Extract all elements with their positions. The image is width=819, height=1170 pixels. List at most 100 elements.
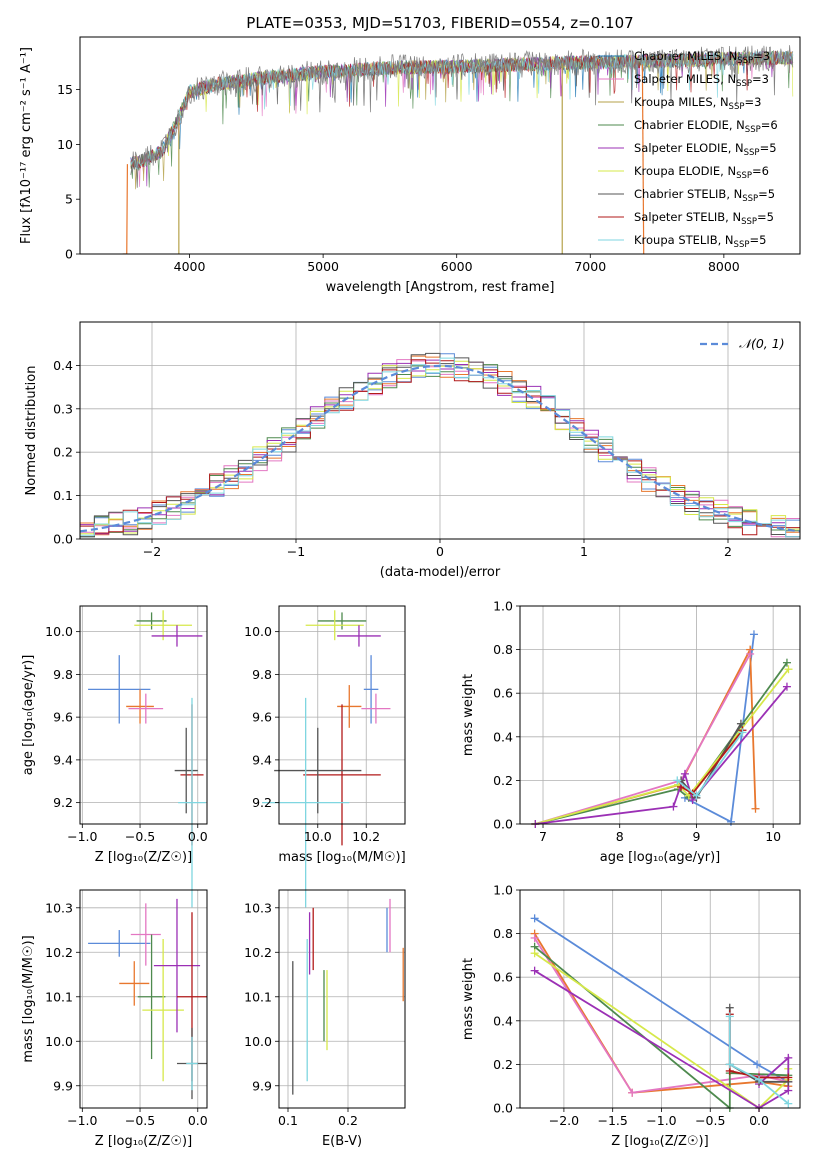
y-tick-label: 10.3 [244,900,272,915]
errorbar [337,625,381,647]
plus-marker [784,1099,793,1108]
plus-marker [782,658,791,667]
errorbar [305,610,364,641]
plus-marker [530,914,539,923]
axes-frame [79,605,208,825]
x-tick-label: 0.0 [749,1113,769,1128]
x-tick-label: 10 [765,829,781,844]
y-tick-label: 0.8 [493,642,513,657]
legend-label: Salpeter ELODIE, NSSP=5 [634,141,777,158]
plus-marker [692,791,701,800]
panel-8: −2.0 −1.5 −1.0 −0.5 0.0 0.0 0.2 0.4 0.6 0.8 1.0 Z [… [461,883,801,1149]
errorbar [151,625,203,647]
y-tick-label: 9.4 [53,752,73,767]
y-axis-label: mass weight [461,674,476,756]
y-tick-label: 10 [57,137,73,152]
y-tick-label: 0.2 [493,773,513,788]
y-tick-label: 10.2 [244,945,272,960]
errorbar [130,903,161,966]
axes: 7 8 9 10 0.0 0.2 0.4 0.6 0.8 1.0 age [log₁₀(age/yr… [461,599,801,865]
y-tick-label: 1.0 [493,599,513,614]
x-tick-label: 7000 [574,259,606,274]
plus-marker [751,804,760,813]
axes: 10.0 10.2 9.2 9.4 9.6 9.8 10.0 mass [log₁₀(M/M☉… [244,605,406,865]
errorbar [337,685,362,728]
model-edge-line [641,64,645,254]
y-tick-label: 9.4 [252,752,272,767]
y-axis-label: Normed distribution [24,366,39,496]
errorbar [361,693,391,724]
errorbar [134,610,192,641]
y-tick-label: 9.9 [53,1078,73,1093]
mass-weight-line [680,723,742,800]
x-tick-label: 8 [616,829,624,844]
errorbar [303,704,381,846]
y-tick-label: 9.8 [252,667,272,682]
plus-marker [725,1012,734,1021]
legend: 𝒩(0, 1) [700,336,785,351]
axes-frame [79,36,801,255]
legend-label: Salpeter STELIB, NSSP=5 [634,210,774,227]
x-tick-label: −0.5 [125,829,155,844]
plot-area [88,610,206,908]
errorbar [178,697,206,908]
model-spectrum-line [130,51,794,170]
mass-weight-line [535,686,788,825]
errorbar [126,689,154,724]
y-tick-label: 10.0 [244,1034,272,1049]
x-axis-label: wavelength [Angstrom, rest frame] [326,280,555,295]
panel-4: 10.0 10.2 9.2 9.4 9.6 9.8 10.0 mass [log₁₀(M/M☉… [244,605,406,908]
x-tick-label: −0.5 [695,1113,725,1128]
x-tick-label: 0.1 [278,1113,298,1128]
plus-marker [669,802,678,811]
x-tick-label: 0.2 [338,1113,358,1128]
y-tick-label: 9.8 [53,667,73,682]
errorbar [363,655,379,724]
y-axis-label: age [log₁₀(age/yr)] [21,655,36,776]
mass-weight-line [535,662,788,825]
y-tick-label: 0.4 [493,1013,513,1028]
x-tick-label: 10.0 [304,829,332,844]
axes-frame [519,605,801,825]
y-tick-label: 9.9 [252,1078,272,1093]
y-tick-label: 9.2 [252,795,272,810]
x-tick-label: 10.2 [352,829,380,844]
y-tick-label: 10.0 [45,1034,73,1049]
x-tick-label: 2 [724,544,732,559]
x-tick-label: 0 [436,544,444,559]
y-tick-label: 10.0 [244,624,272,639]
x-tick-label: −1.0 [67,1113,97,1128]
y-tick-label: 0.8 [493,926,513,941]
plus-marker [746,649,755,658]
x-axis-label: Z [log₁₀(Z/Z☉)] [95,850,192,865]
plus-marker [530,949,539,958]
axes-frame [519,889,801,1109]
errorbar [88,930,151,957]
y-tick-label: 0.4 [53,358,73,373]
plus-marker [738,728,747,737]
x-tick-label: −1.0 [646,1113,676,1128]
x-tick-label: 0.0 [188,829,208,844]
axes: −1.0 −0.5 0.0 9.9 10.0 10.1 10.2 10.3 Z [log₁₀(Z… [21,889,208,1149]
plus-marker [784,1053,793,1062]
legend-label: Chabrier MILES, NSSP=3 [634,49,770,66]
x-axis-label: E(B-V) [322,1134,362,1149]
y-tick-label: 0.3 [53,401,73,416]
mass-weight-line [535,668,790,825]
y-tick-label: 0.6 [493,970,513,985]
axes: −2.0 −1.5 −1.0 −0.5 0.0 0.0 0.2 0.4 0.6 0.8 1.0 Z [… [461,883,801,1149]
legend-label: Kroupa STELIB, NSSP=5 [634,233,766,250]
x-tick-label: −0.5 [125,1113,155,1128]
x-tick-label: 7 [539,829,547,844]
plus-marker [753,1060,762,1069]
plus-marker [530,933,539,942]
x-tick-label: 8000 [708,259,740,274]
data-spectrum-line [130,45,794,175]
residual-histogram [80,357,800,538]
legend-label: 𝒩(0, 1) [739,336,785,351]
plus-marker [749,630,758,639]
plot-area [80,352,800,538]
axes-frame [79,889,208,1109]
